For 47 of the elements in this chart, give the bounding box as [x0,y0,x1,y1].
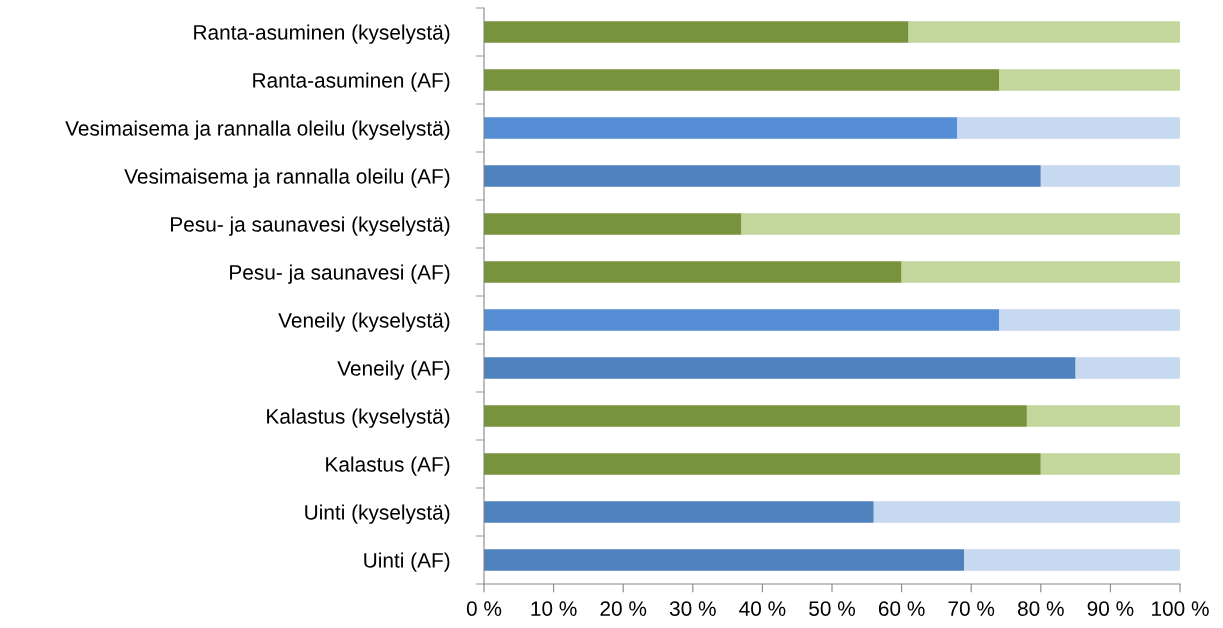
x-tick-label: 30 % [669,601,716,616]
y-tick-label: Pesu- ja saunavesi (AF) [230,264,450,284]
bar [484,21,909,43]
bar [484,165,1041,187]
bar [1040,165,1180,187]
bar [484,117,958,139]
bar [484,261,902,283]
bar [999,69,1180,91]
bar [484,309,1000,331]
bar [484,69,1000,91]
y-tick-label: Veneily (kyselystä) [278,312,450,332]
bar [964,549,1180,571]
bar [957,117,1180,139]
bar [901,261,1180,283]
y-tick-label: Vesimaisema ja rannalla oleilu (kyselystä) [65,120,450,140]
x-tick-label: 10 % [531,601,577,616]
x-tick-label: 80 % [1017,601,1064,616]
y-tick-label: Uinti (AF) [364,552,450,572]
x-tick-label: 50 % [809,601,855,616]
bar [484,453,1041,475]
y-tick-label: Pesu- ja saunavesi (kyselystä) [171,216,450,236]
bar [873,501,1180,523]
bar [484,549,965,571]
y-tick-label: Ranta-asuminen (kyselystä) [194,24,450,44]
bar [484,213,742,235]
y-tick-label: Ranta-asuminen (AF) [253,72,450,92]
x-tick-label: 0 % [466,601,502,616]
bar [741,213,1180,235]
y-tick-label: Kalastus (kyselystä) [267,408,450,428]
x-tick-label: 60 % [878,601,925,616]
bar [484,501,874,523]
bar [484,357,1076,379]
bar [1040,453,1180,475]
x-tick-label: 40 % [739,601,786,616]
y-tick-label: Veneily (AF) [337,360,450,380]
y-tick-label: Vesimaisema ja rannalla oleilu (AF) [124,168,450,188]
bar [1026,405,1180,427]
x-tick-label: 90 % [1087,601,1134,616]
x-tick-label: 100 % [1152,601,1209,616]
bar [484,405,1027,427]
x-tick-label: 70 % [948,601,995,616]
y-tick-label: Uinti (kyselystä) [305,504,450,524]
bar [1075,357,1180,379]
x-tick-label: 20 % [600,601,647,616]
bar [999,309,1180,331]
bar [908,21,1180,43]
y-tick-label: Kalastus (AF) [326,456,450,476]
